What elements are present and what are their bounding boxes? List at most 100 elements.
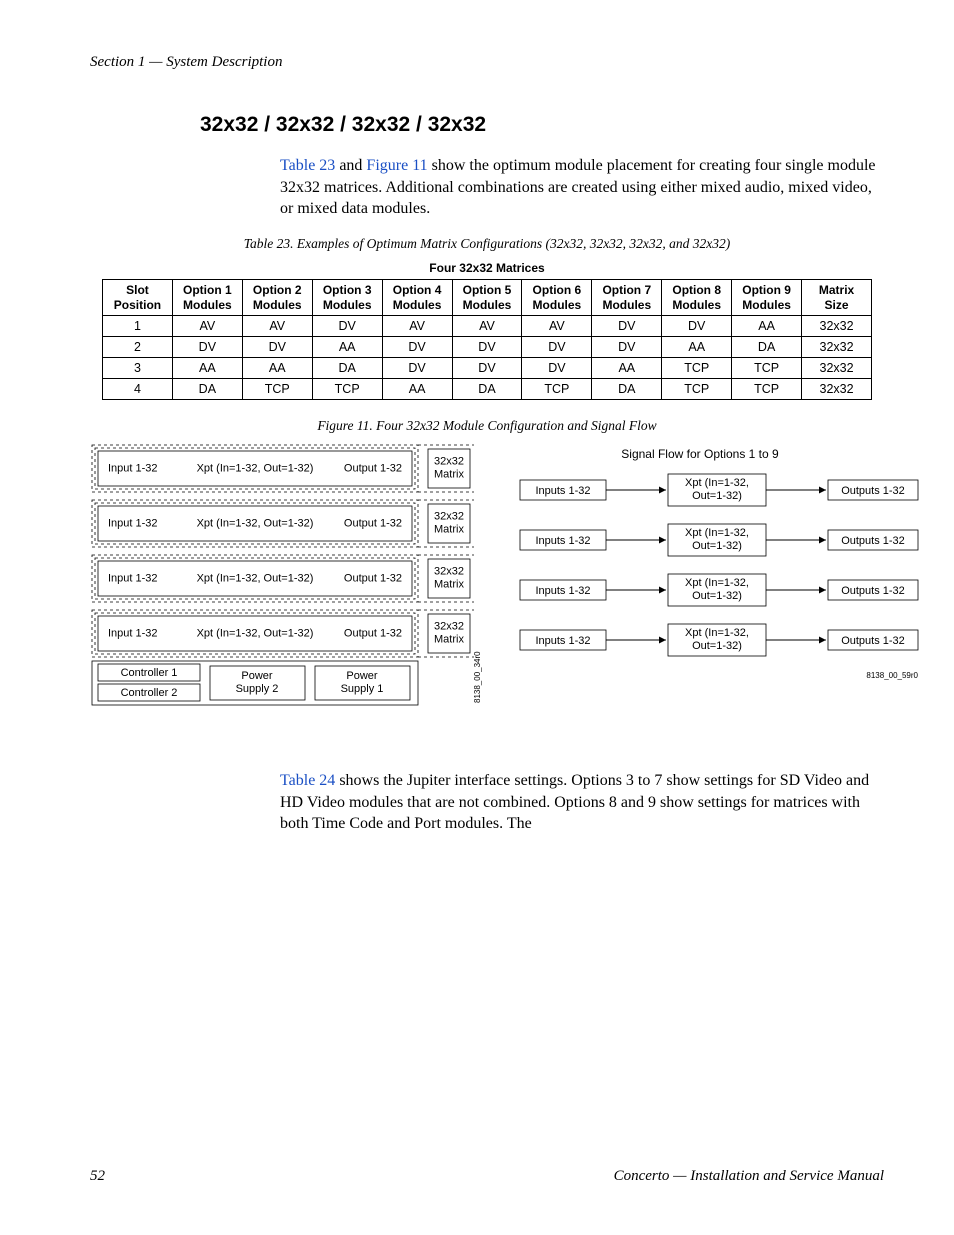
svg-text:Inputs 1-32: Inputs 1-32 <box>535 485 590 497</box>
table-row: 2DVDVAADVDVDVDVAADA32x32 <box>103 336 872 357</box>
text: shows the Jupiter interface settings. Op… <box>280 772 869 832</box>
table-cell: AV <box>242 315 312 336</box>
svg-text:Outputs 1-32: Outputs 1-32 <box>841 535 905 547</box>
table-cell: DA <box>312 357 382 378</box>
svg-text:Input 1-32: Input 1-32 <box>108 572 158 584</box>
svg-text:32x32: 32x32 <box>434 620 464 632</box>
svg-text:32x32: 32x32 <box>434 565 464 577</box>
table-cell: TCP <box>312 378 382 399</box>
svg-text:Xpt (In=1-32, Out=1-32): Xpt (In=1-32, Out=1-32) <box>197 627 314 639</box>
table-cell: DV <box>242 336 312 357</box>
table-23-col-header: Option 3Modules <box>312 280 382 316</box>
svg-text:Xpt (In=1-32,: Xpt (In=1-32, <box>685 577 749 589</box>
svg-text:Xpt (In=1-32,: Xpt (In=1-32, <box>685 527 749 539</box>
svg-text:Out=1-32): Out=1-32) <box>692 590 742 602</box>
svg-text:Xpt (In=1-32, Out=1-32): Xpt (In=1-32, Out=1-32) <box>197 572 314 584</box>
table-23-col-header: Option 5Modules <box>452 280 522 316</box>
table-cell: AV <box>172 315 242 336</box>
footer-title: Concerto — Installation and Service Manu… <box>614 1168 884 1185</box>
svg-text:Xpt (In=1-32,: Xpt (In=1-32, <box>685 477 749 489</box>
table-cell: DV <box>592 336 662 357</box>
svg-text:Xpt (In=1-32, Out=1-32): Xpt (In=1-32, Out=1-32) <box>197 462 314 474</box>
page-number: 52 <box>90 1168 105 1185</box>
svg-text:Power: Power <box>241 670 273 682</box>
svg-text:Output 1-32: Output 1-32 <box>344 462 402 474</box>
table-23: Four 32x32 Matrices SlotPositionOption 1… <box>102 258 872 400</box>
table-cell: DV <box>522 357 592 378</box>
svg-text:Inputs 1-32: Inputs 1-32 <box>535 585 590 597</box>
page-footer: 52 Concerto — Installation and Service M… <box>0 1168 954 1185</box>
svg-text:Matrix: Matrix <box>434 633 464 645</box>
table-cell: 3 <box>103 357 173 378</box>
table-row: 4DATCPTCPAADATCPDATCPTCP32x32 <box>103 378 872 399</box>
table-cell: AA <box>172 357 242 378</box>
table-cell: 32x32 <box>802 378 872 399</box>
svg-text:Outputs 1-32: Outputs 1-32 <box>841 485 905 497</box>
svg-text:8138_00_59r0: 8138_00_59r0 <box>866 671 918 680</box>
table-23-col-header: Option 1Modules <box>172 280 242 316</box>
table-row: 3AAAADADVDVDVAATCPTCP32x32 <box>103 357 872 378</box>
table-cell: TCP <box>662 378 732 399</box>
figure-11: Input 1-32 Xpt (In=1-32, Out=1-32) Output … <box>90 440 884 740</box>
svg-text:Output 1-32: Output 1-32 <box>344 517 402 529</box>
xref-figure-11[interactable]: Figure 11 <box>366 157 427 174</box>
xref-table-24[interactable]: Table 24 <box>280 772 335 789</box>
svg-text:Inputs 1-32: Inputs 1-32 <box>535 535 590 547</box>
svg-text:Matrix: Matrix <box>434 523 464 535</box>
table-cell: AA <box>592 357 662 378</box>
table-cell: DV <box>172 336 242 357</box>
table-23-col-header: Option 8Modules <box>662 280 732 316</box>
table-cell: AV <box>522 315 592 336</box>
svg-text:Output 1-32: Output 1-32 <box>344 627 402 639</box>
svg-text:Supply 2: Supply 2 <box>236 683 279 695</box>
table-cell: AA <box>382 378 452 399</box>
svg-text:Inputs 1-32: Inputs 1-32 <box>535 635 590 647</box>
table-cell: DV <box>312 315 382 336</box>
table-cell: DV <box>382 357 452 378</box>
table-cell: TCP <box>732 378 802 399</box>
running-head: Section 1 — System Description <box>90 54 884 71</box>
svg-text:Outputs 1-32: Outputs 1-32 <box>841 585 905 597</box>
table-cell: 32x32 <box>802 315 872 336</box>
svg-text:Power: Power <box>346 670 378 682</box>
table-cell: DA <box>732 336 802 357</box>
table-23-col-header: MatrixSize <box>802 280 872 316</box>
table-cell: AV <box>382 315 452 336</box>
xref-table-23[interactable]: Table 23 <box>280 157 335 174</box>
svg-text:32x32: 32x32 <box>434 510 464 522</box>
svg-text:Input 1-32: Input 1-32 <box>108 627 158 639</box>
table-cell: 32x32 <box>802 357 872 378</box>
table-cell: DV <box>662 315 732 336</box>
svg-text:Input 1-32: Input 1-32 <box>108 462 158 474</box>
svg-text:Out=1-32): Out=1-32) <box>692 540 742 552</box>
table-cell: 32x32 <box>802 336 872 357</box>
table-cell: AA <box>312 336 382 357</box>
svg-text:Out=1-32): Out=1-32) <box>692 490 742 502</box>
table-cell: 2 <box>103 336 173 357</box>
table-23-col-header: Option 7Modules <box>592 280 662 316</box>
table-cell: AV <box>452 315 522 336</box>
table-23-col-header: Option 2Modules <box>242 280 312 316</box>
svg-text:Input 1-32: Input 1-32 <box>108 517 158 529</box>
svg-text:Supply 1: Supply 1 <box>341 683 384 695</box>
table-cell: DA <box>452 378 522 399</box>
table-cell: TCP <box>732 357 802 378</box>
svg-text:Output 1-32: Output 1-32 <box>344 572 402 584</box>
closing-paragraph: Table 24 shows the Jupiter interface set… <box>280 770 880 835</box>
svg-text:Xpt (In=1-32, Out=1-32): Xpt (In=1-32, Out=1-32) <box>197 517 314 529</box>
table-cell: DA <box>592 378 662 399</box>
table-cell: 4 <box>103 378 173 399</box>
svg-text:Controller 1: Controller 1 <box>121 667 178 679</box>
svg-text:8138_00_34r0: 8138_00_34r0 <box>473 651 482 703</box>
table-row: 1AVAVDVAVAVAVDVDVAA32x32 <box>103 315 872 336</box>
table-23-caption: Table 23. Examples of Optimum Matrix Con… <box>90 236 884 252</box>
svg-text:Out=1-32): Out=1-32) <box>692 640 742 652</box>
table-cell: AA <box>662 336 732 357</box>
svg-text:32x32: 32x32 <box>434 455 464 467</box>
table-23-superheader: Four 32x32 Matrices <box>103 258 872 280</box>
table-cell: DV <box>452 357 522 378</box>
svg-text:Xpt (In=1-32,: Xpt (In=1-32, <box>685 627 749 639</box>
table-cell: 1 <box>103 315 173 336</box>
figure-11-caption: Figure 11. Four 32x32 Module Configurati… <box>90 418 884 434</box>
table-23-col-header: Option 4Modules <box>382 280 452 316</box>
